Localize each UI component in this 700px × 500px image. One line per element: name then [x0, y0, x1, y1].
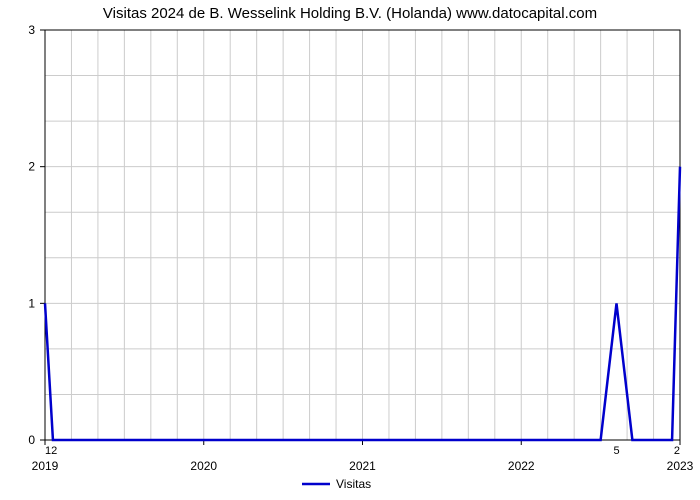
- y-tick-label: 3: [28, 23, 35, 37]
- y-tick-label: 0: [28, 433, 35, 447]
- x-tick-label: 2022: [508, 459, 535, 473]
- x-tick-label: 2021: [349, 459, 376, 473]
- chart-title: Visitas 2024 de B. Wesselink Holding B.V…: [103, 5, 597, 22]
- data-point-label: 5: [613, 445, 619, 457]
- data-point-label: 12: [45, 445, 57, 457]
- x-tick-label: 2023: [667, 459, 694, 473]
- y-tick-label: 2: [28, 160, 35, 174]
- legend-label: Visitas: [336, 477, 371, 491]
- x-tick-label: 2019: [32, 459, 59, 473]
- y-tick-label: 1: [28, 296, 35, 310]
- data-point-label: 2: [674, 445, 680, 457]
- chart-container: Visitas 2024 de B. Wesselink Holding B.V…: [0, 0, 700, 500]
- x-tick-label: 2020: [190, 459, 217, 473]
- line-chart: Visitas 2024 de B. Wesselink Holding B.V…: [0, 0, 700, 500]
